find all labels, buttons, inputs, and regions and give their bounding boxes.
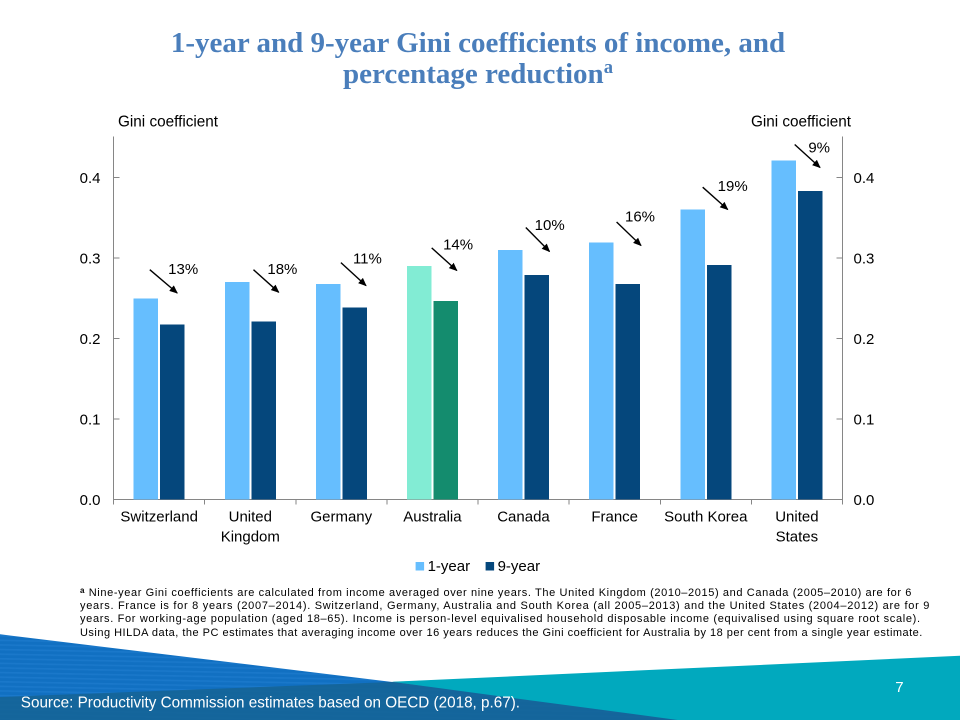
svg-text:0.1: 0.1	[80, 411, 101, 428]
svg-text:7: 7	[895, 679, 903, 696]
svg-text:Switzerland: Switzerland	[120, 508, 198, 525]
svg-text:South Korea: South Korea	[664, 508, 748, 525]
svg-text:0.0: 0.0	[854, 492, 875, 509]
svg-text:9%: 9%	[808, 140, 830, 157]
svg-text:Gini coefficient: Gini coefficient	[118, 114, 219, 131]
svg-text:Canada: Canada	[497, 508, 550, 525]
svg-text:0.1: 0.1	[854, 411, 875, 428]
svg-text:Australia: Australia	[403, 508, 462, 525]
svg-text:0.4: 0.4	[854, 170, 875, 187]
svg-text:0.2: 0.2	[80, 331, 101, 348]
svg-text:18%: 18%	[267, 261, 297, 278]
svg-text:0.3: 0.3	[854, 250, 875, 267]
svg-text:0.0: 0.0	[80, 492, 101, 509]
svg-text:10%: 10%	[535, 217, 565, 234]
svg-text:United: United	[775, 508, 818, 525]
svg-text:19%: 19%	[718, 178, 748, 195]
svg-text:Source: Productivity Commissio: Source: Productivity Commission estimate…	[21, 695, 520, 712]
svg-text:Germany: Germany	[310, 508, 372, 525]
svg-text:States: States	[776, 528, 819, 545]
svg-text:0.2: 0.2	[854, 331, 875, 348]
svg-text:0.3: 0.3	[80, 250, 101, 267]
svg-text:France: France	[591, 508, 638, 525]
svg-text:16%: 16%	[625, 208, 655, 225]
svg-text:Gini coefficient: Gini coefficient	[751, 114, 852, 131]
svg-text:11%: 11%	[353, 251, 382, 268]
svg-text:13%: 13%	[168, 261, 198, 278]
svg-text:14%: 14%	[443, 237, 473, 254]
svg-text:1-year: 1-year	[428, 558, 471, 575]
svg-text:United: United	[229, 508, 272, 525]
svg-text:0.4: 0.4	[80, 170, 101, 187]
svg-text:9-year: 9-year	[498, 558, 541, 575]
svg-text:Kingdom: Kingdom	[221, 528, 280, 545]
